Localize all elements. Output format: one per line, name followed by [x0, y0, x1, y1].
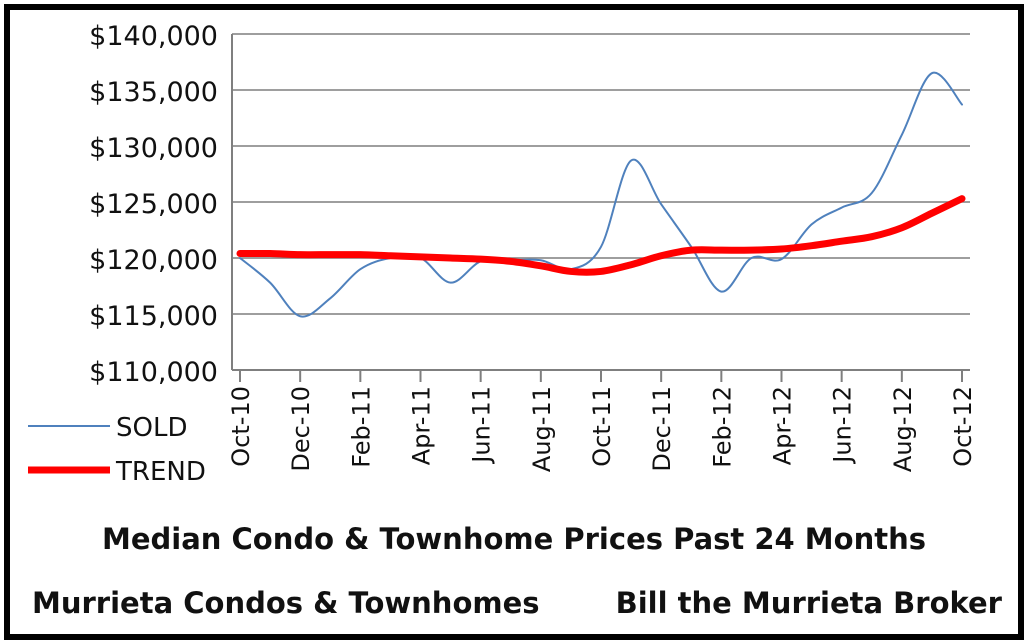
chart-title: Median Condo & Townhome Prices Past 24 M… [101, 522, 927, 556]
y-tick-label: $135,000 [89, 77, 218, 108]
x-tick-label: Dec-10 [287, 386, 315, 472]
x-tick-label: Aug-12 [889, 386, 917, 472]
y-tick-label: $130,000 [89, 133, 218, 164]
axes [231, 34, 970, 382]
legend-label-trend: TREND [115, 457, 206, 487]
footer-left-caption: Murrieta Condos & Townhomes [32, 586, 540, 620]
y-tick-labels: $110,000 $115,000 $120,000 $125,000 $130,000… [89, 21, 218, 388]
legend-label-sold: SOLD [116, 413, 187, 443]
y-tick-label: $140,000 [89, 21, 218, 52]
y-tick-label: $125,000 [89, 189, 218, 220]
y-tick-label: $110,000 [89, 357, 218, 388]
x-tick-label: Oct-11 [588, 386, 616, 467]
line-chart: $110,000 $115,000 $120,000 $125,000 $130,000… [28, 21, 977, 487]
x-tick-labels: Oct-10 Dec-10 Feb-11 Apr-11 Jun-11 Aug-11 Oct-… [227, 386, 977, 472]
x-tick-label: Apr-11 [408, 386, 436, 465]
x-tick-label: Oct-10 [227, 386, 255, 467]
x-tick-label: Dec-11 [648, 386, 676, 472]
x-tick-label: Feb-12 [708, 386, 736, 468]
y-tick-label: $120,000 [89, 245, 218, 276]
x-tick-label: Jun-12 [829, 386, 857, 465]
series-lines [236, 71, 966, 318]
x-tick-label: Apr-12 [769, 386, 797, 465]
series-line-trend [236, 195, 966, 276]
legend: SOLD TREND [28, 413, 206, 487]
footer-right-caption: Bill the Murrieta Broker [615, 586, 1002, 620]
x-tick-label: Feb-11 [347, 386, 375, 468]
y-tick-label: $115,000 [89, 301, 218, 332]
chart-frame: $110,000 $115,000 $120,000 $125,000 $130,000… [4, 4, 1024, 640]
x-tick-label: Aug-11 [528, 386, 556, 472]
x-tick-label: Oct-12 [949, 386, 977, 467]
series-line-sold [239, 71, 963, 318]
x-tick-label: Jun-11 [468, 386, 496, 465]
